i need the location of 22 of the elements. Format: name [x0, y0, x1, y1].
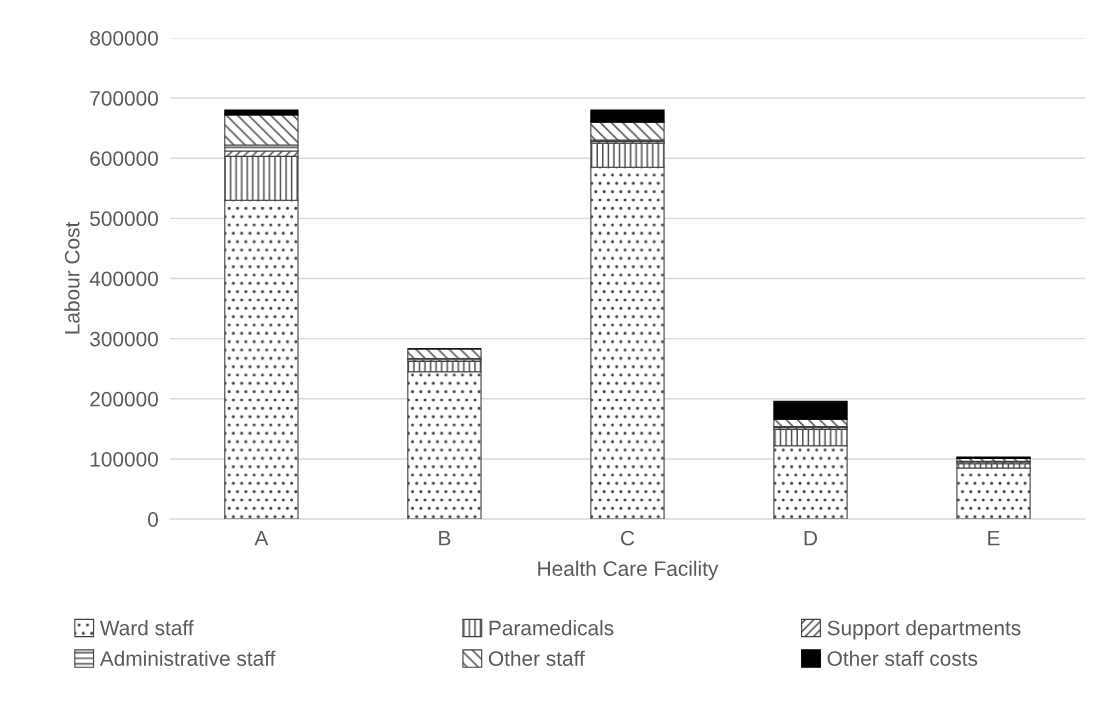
- x-tick-label: A: [254, 530, 269, 546]
- y-tick-label: 100000: [90, 451, 158, 467]
- legend-label: Paramedicals: [489, 620, 614, 636]
- x-tick-label: B: [439, 530, 451, 546]
- x-tick-label: C: [621, 530, 635, 546]
- y-tick-label: 600000: [90, 151, 158, 166]
- y-tick-label: 500000: [90, 211, 158, 227]
- y-tick-label: 400000: [89, 271, 158, 287]
- y-tick-label: 800000: [90, 30, 158, 46]
- legend-label: Other staff costs: [827, 650, 978, 666]
- y-tick-label: 700000: [90, 91, 158, 106]
- legend-label: Other staff: [488, 650, 585, 666]
- y-tick-label: 200000: [90, 391, 158, 407]
- y-axis-title: Labour Cost: [64, 221, 80, 334]
- y-tick-label: 300000: [90, 331, 158, 347]
- legend-label: Administrative staff: [99, 650, 276, 666]
- legend-label: Ward staff: [99, 620, 194, 636]
- x-tick-label: D: [804, 530, 818, 546]
- x-axis-title: Health Care Facility: [538, 560, 719, 581]
- y-tick-label: 0: [148, 512, 158, 527]
- x-tick-label: E: [988, 530, 1000, 546]
- legend-label: Support departments: [827, 620, 1021, 640]
